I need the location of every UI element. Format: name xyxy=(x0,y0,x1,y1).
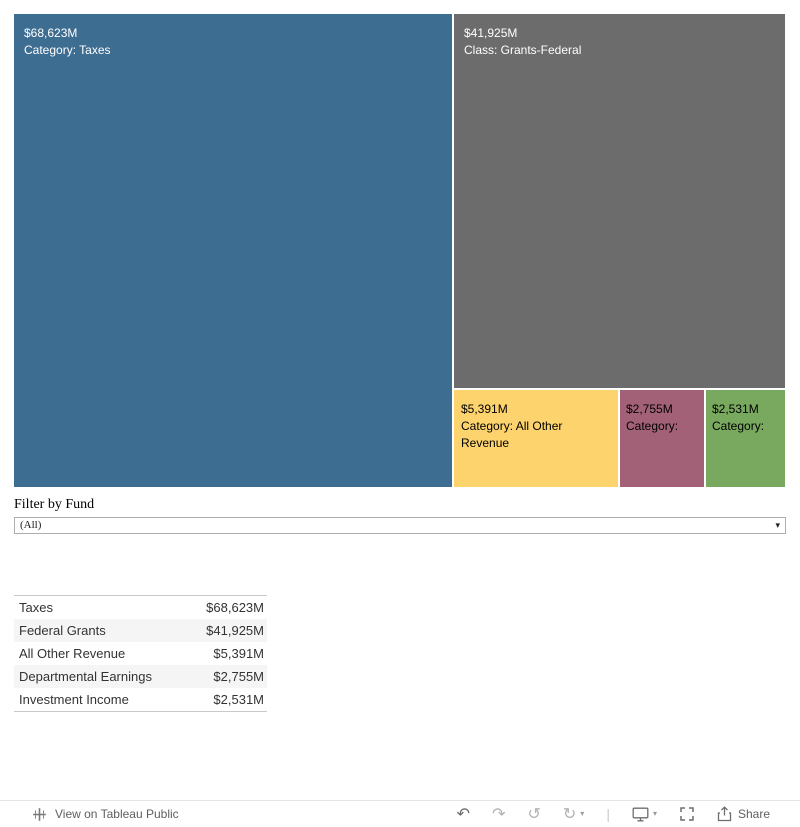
fund-filter-selected-value: (All) xyxy=(20,519,42,531)
treemap-tile-federal-grants[interactable]: $41,925M Class: Grants-Federal xyxy=(454,14,785,388)
tile-value: $2,531M xyxy=(712,402,759,416)
row-category: Investment Income xyxy=(19,692,129,707)
table-row[interactable]: All Other Revenue $5,391M xyxy=(14,642,267,665)
treemap-tile-investment-income[interactable]: $2,531M Category: xyxy=(706,390,785,487)
row-category: Departmental Earnings xyxy=(19,669,152,684)
view-on-tableau-public-label: View on Tableau Public xyxy=(55,807,179,821)
undo-button[interactable]: ↶ xyxy=(456,804,471,823)
row-value: $41,925M xyxy=(206,623,264,638)
row-value: $2,531M xyxy=(213,692,264,707)
tile-value: $2,755M xyxy=(626,402,673,416)
chevron-down-icon: ▾ xyxy=(775,521,780,531)
chevron-down-icon: ▾ xyxy=(652,809,657,818)
fullscreen-button[interactable] xyxy=(679,806,695,822)
fund-filter-dropdown[interactable]: (All) ▾ xyxy=(14,517,786,534)
revenue-summary-table: Taxes $68,623M Federal Grants $41,925M A… xyxy=(14,595,267,712)
chevron-down-icon: ▾ xyxy=(580,809,585,818)
tile-label: Category: xyxy=(626,419,679,433)
treemap-tile-all-other-revenue[interactable]: $5,391M Category: All Other Revenue xyxy=(454,390,618,487)
row-category: Federal Grants xyxy=(19,623,106,638)
table-row[interactable]: Taxes $68,623M xyxy=(14,596,267,619)
tile-label: Class: Grants-Federal xyxy=(464,43,582,57)
share-icon xyxy=(717,806,732,822)
row-value: $5,391M xyxy=(213,646,264,661)
table-row[interactable]: Investment Income $2,531M xyxy=(14,688,267,711)
revenue-treemap: $68,623M Category: Taxes $41,925M Class:… xyxy=(14,14,785,487)
redo-button[interactable]: ↷ xyxy=(492,804,506,823)
row-value: $2,755M xyxy=(213,669,264,684)
tile-value: $68,623M xyxy=(24,26,78,40)
treemap-tile-taxes[interactable]: $68,623M Category: Taxes xyxy=(14,14,452,487)
table-row[interactable]: Departmental Earnings $2,755M xyxy=(14,665,267,688)
tableau-logo-icon xyxy=(33,807,46,821)
toolbar-separator: | xyxy=(606,806,610,822)
view-on-tableau-public-link[interactable]: View on Tableau Public xyxy=(32,807,179,822)
footer-toolbar: View on Tableau Public ↶ ↷ ↺ ↻ ▾ | ▾ xyxy=(0,800,800,827)
tile-label: Category: xyxy=(712,419,765,433)
row-category: All Other Revenue xyxy=(19,646,126,661)
toolbar-buttons: ↶ ↷ ↺ ↻ ▾ | ▾ xyxy=(456,804,770,823)
table-row[interactable]: Federal Grants $41,925M xyxy=(14,619,267,642)
fullscreen-icon xyxy=(680,807,694,821)
row-value: $68,623M xyxy=(206,600,264,615)
tile-label: Category: All Other Revenue xyxy=(461,419,563,450)
tile-label: Category: Taxes xyxy=(24,43,111,57)
replay-button[interactable]: ↻ ▾ xyxy=(563,806,584,822)
filter-label: Filter by Fund xyxy=(14,497,95,512)
device-preview-button[interactable]: ▾ xyxy=(632,807,657,822)
treemap-tile-departmental-earnings[interactable]: $2,755M Category: xyxy=(620,390,704,487)
share-button[interactable]: Share xyxy=(717,806,770,822)
tile-value: $5,391M xyxy=(461,402,508,416)
share-label: Share xyxy=(737,807,770,821)
device-preview-icon xyxy=(632,807,649,821)
row-category: Taxes xyxy=(19,600,53,615)
replay-icon: ↻ xyxy=(562,804,577,823)
revert-button[interactable]: ↺ xyxy=(527,804,541,823)
tile-value: $41,925M xyxy=(464,26,518,40)
